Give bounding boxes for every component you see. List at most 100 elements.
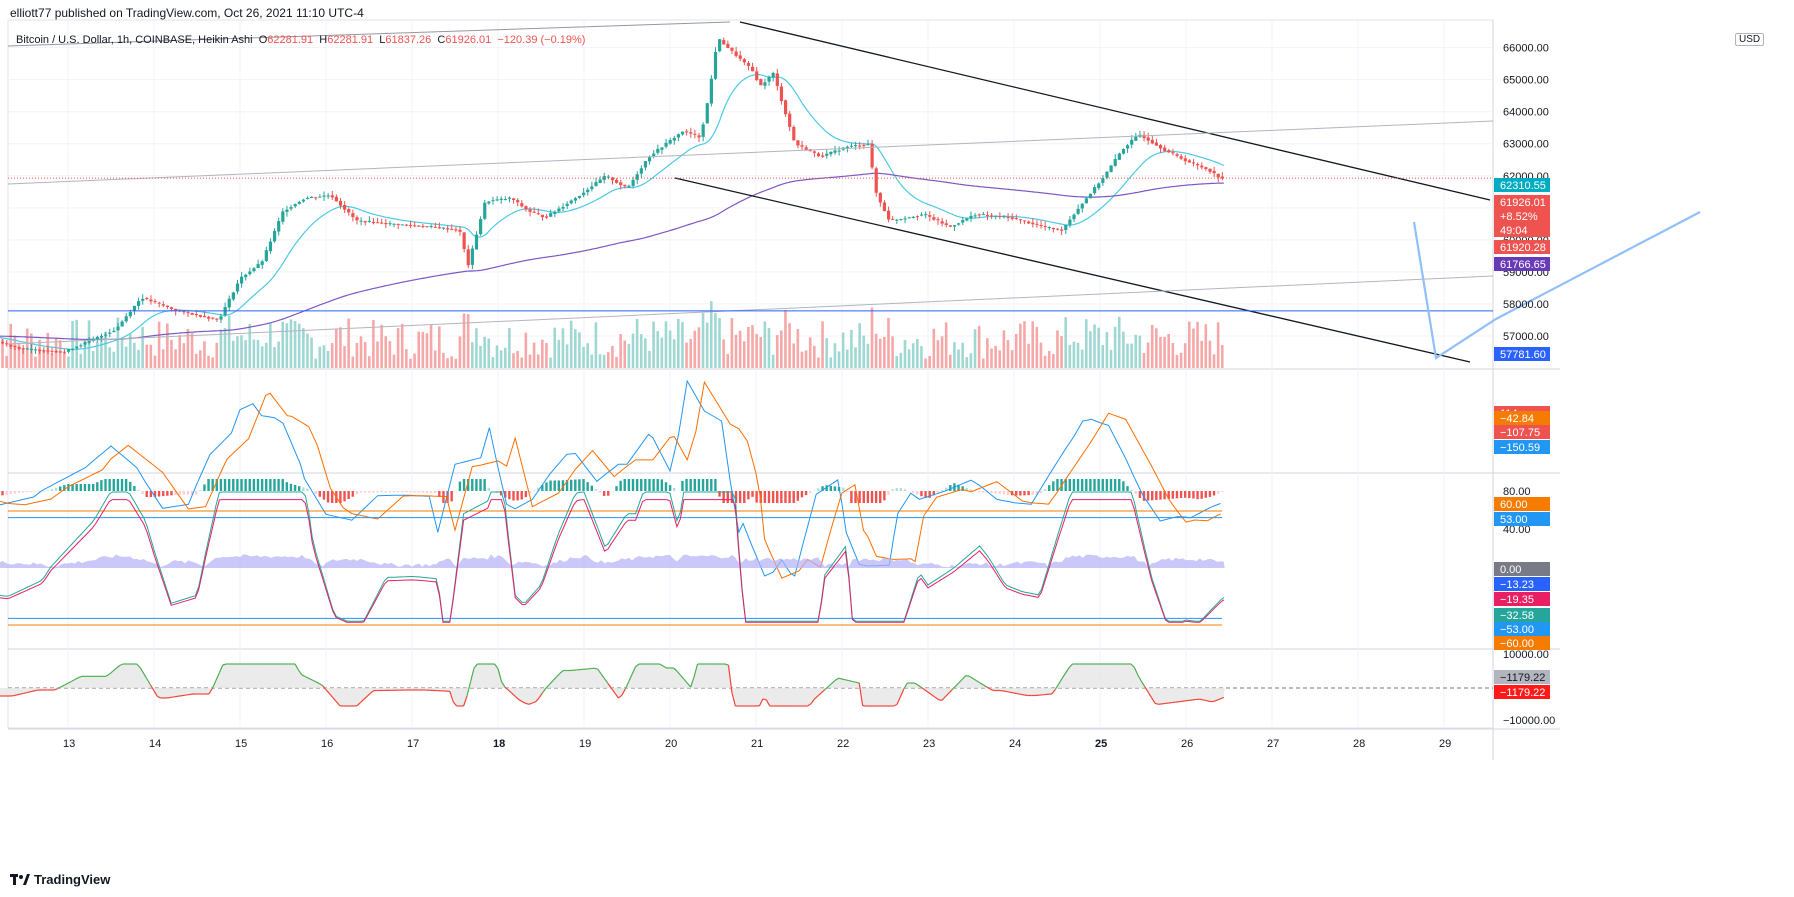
candle-body [128,311,132,317]
volume-bar [1006,340,1010,368]
osc-line-segment [841,678,846,681]
macd-histogram-bar [1159,491,1162,500]
volume-bar [174,349,177,368]
osc-line-segment [624,681,630,690]
currency-button[interactable]: USD [1735,33,1765,46]
price-label-ema_slow: 61766.65 [1500,259,1546,271]
volume-bar [252,339,256,368]
stoch-label-bg [1494,608,1550,622]
candle-body [796,140,800,146]
candle-body [759,79,763,86]
volume-bar [998,350,1002,368]
volume-bar [248,324,252,368]
osc-line-segment [23,692,27,694]
volume-bar [120,338,124,368]
osc-line-segment [514,695,520,700]
macd-histogram-bar [1146,491,1150,501]
candle-body [1150,139,1154,144]
candle-body [248,271,252,275]
macd-histogram-bar [673,488,676,491]
osc-line-segment [941,696,946,701]
volume-bar [623,340,627,368]
osc-line-segment [30,690,34,693]
candle-body [1171,152,1175,154]
osc-line-segment [951,685,956,691]
time-axis-tick: 16 [321,738,333,750]
volume-bar [413,353,416,368]
macd-histogram-bar [825,485,828,491]
volume-bar [1035,326,1039,368]
macd-histogram-bar [203,484,206,491]
volume-bar [75,319,78,368]
osc-line-segment [366,692,372,697]
macd-histogram-bar [466,479,470,491]
candle-body [656,148,660,153]
macd-histogram-bar [858,491,861,503]
volume-bar [652,321,655,368]
volume-bar [903,340,907,368]
candle-body [1179,156,1183,159]
osc-line-segment [683,678,688,684]
osc-line-segment [679,674,685,680]
macd-histogram-bar [487,487,490,491]
candle-body [66,349,71,352]
volume-bar [1134,334,1138,368]
macd-histogram-bar [479,479,482,491]
candle-body [940,221,944,224]
volume-bar [458,336,462,368]
osc-line-segment [1068,663,1073,669]
stoch-label: 60.00 [1500,499,1528,511]
volume-bar [627,343,631,368]
osc-line-segment [108,670,114,675]
macd-histogram-bar [862,491,865,503]
osc-line-segment [607,683,613,689]
macd-histogram-bar [351,491,354,497]
candle-body [347,209,351,213]
macd-histogram-bar [602,491,606,496]
time-axis-tick: 26 [1181,738,1193,750]
candle-body [878,192,882,203]
candle-body [207,316,211,319]
macd-histogram-bar [182,491,186,495]
osc-line-segment [136,663,141,669]
osc-line-segment [208,687,213,695]
osc-line-segment [150,684,155,692]
macd-histogram-bar [149,491,153,497]
macd-histogram-bar [219,479,223,491]
candle-body [219,316,223,320]
volume-bar [380,324,383,368]
volume-bar [734,334,738,368]
volume-bar [948,354,952,368]
osc-line-segment [975,679,980,684]
candle-body [746,63,751,66]
volume-bar [693,330,697,368]
volume-bar [339,327,342,368]
volume-bar [446,358,449,368]
osc-line-segment [1199,698,1204,701]
candle-body [1109,165,1113,173]
volume-bar [759,337,763,368]
candle-body [750,66,755,72]
stoch-label-bg [1494,636,1550,650]
macd-histogram-bar [471,479,474,491]
macd-histogram-bar [1130,490,1133,491]
osc-line-segment [1024,694,1028,697]
volume-bar [1064,317,1067,368]
macd-histogram-bar [281,479,284,491]
volume-bar [199,350,202,368]
osc-line-segment [297,669,303,676]
osc-line-segment [449,691,454,703]
volume-bar [1175,354,1179,368]
stoch-label: −53.00 [1500,624,1534,636]
candle-body [421,225,425,227]
macd-label-bg [1494,411,1550,425]
volume-bar [293,321,297,368]
macd-histogram-bar [714,479,717,491]
macd-histogram-bar [668,485,672,491]
osc-line-segment [924,689,929,693]
time-axis-tick: 29 [1439,738,1451,750]
stoch-label-bg [1494,562,1550,576]
macd-histogram-bar [516,491,519,501]
osc-line-segment [78,675,82,679]
